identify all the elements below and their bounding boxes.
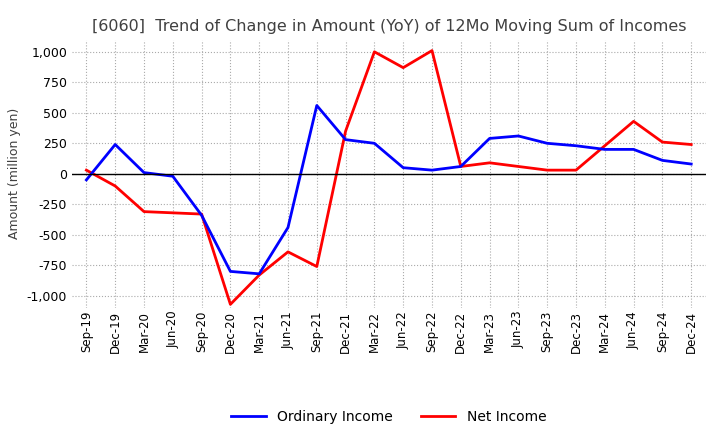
Net Income xyxy=(255,272,264,278)
Ordinary Income xyxy=(543,141,552,146)
Ordinary Income xyxy=(399,165,408,170)
Net Income xyxy=(312,264,321,269)
Net Income xyxy=(82,168,91,173)
Ordinary Income xyxy=(370,141,379,146)
Ordinary Income xyxy=(226,269,235,274)
Legend: Ordinary Income, Net Income: Ordinary Income, Net Income xyxy=(226,405,552,430)
Ordinary Income xyxy=(687,161,696,167)
Ordinary Income xyxy=(514,133,523,139)
Ordinary Income xyxy=(312,103,321,108)
Net Income xyxy=(456,164,465,169)
Ordinary Income xyxy=(341,137,350,142)
Ordinary Income xyxy=(140,170,148,175)
Net Income xyxy=(226,302,235,307)
Net Income xyxy=(658,139,667,145)
Ordinary Income xyxy=(168,174,177,179)
Ordinary Income xyxy=(428,168,436,173)
Net Income xyxy=(543,168,552,173)
Line: Ordinary Income: Ordinary Income xyxy=(86,106,691,274)
Net Income xyxy=(629,119,638,124)
Ordinary Income xyxy=(629,147,638,152)
Net Income xyxy=(197,211,206,216)
Net Income xyxy=(600,143,609,148)
Ordinary Income xyxy=(284,225,292,230)
Net Income xyxy=(140,209,148,214)
Ordinary Income xyxy=(456,164,465,169)
Net Income xyxy=(687,142,696,147)
Title: [6060]  Trend of Change in Amount (YoY) of 12Mo Moving Sum of Incomes: [6060] Trend of Change in Amount (YoY) o… xyxy=(91,19,686,34)
Net Income xyxy=(284,249,292,254)
Line: Net Income: Net Income xyxy=(86,51,691,304)
Ordinary Income xyxy=(82,177,91,183)
Ordinary Income xyxy=(111,142,120,147)
Ordinary Income xyxy=(600,147,609,152)
Y-axis label: Amount (million yen): Amount (million yen) xyxy=(8,108,21,239)
Net Income xyxy=(341,128,350,134)
Ordinary Income xyxy=(485,136,494,141)
Ordinary Income xyxy=(658,158,667,163)
Ordinary Income xyxy=(197,213,206,218)
Net Income xyxy=(111,183,120,189)
Net Income xyxy=(168,210,177,216)
Net Income xyxy=(428,48,436,53)
Net Income xyxy=(485,160,494,165)
Net Income xyxy=(399,65,408,70)
Net Income xyxy=(370,49,379,55)
Ordinary Income xyxy=(255,271,264,276)
Ordinary Income xyxy=(572,143,580,148)
Net Income xyxy=(514,164,523,169)
Net Income xyxy=(572,168,580,173)
